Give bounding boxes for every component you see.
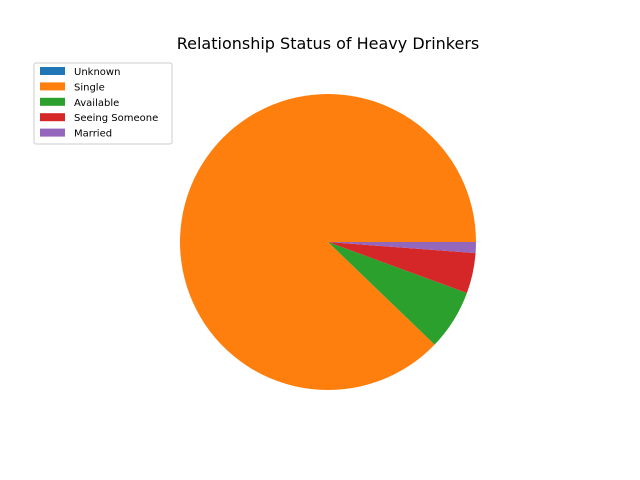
chart-title: Relationship Status of Heavy Drinkers bbox=[177, 34, 480, 53]
pie-slice-married bbox=[328, 242, 476, 254]
legend-label-available: Available bbox=[74, 98, 119, 109]
legend: Unknown Single Available Seeing Someone Marr… bbox=[33, 62, 173, 145]
legend-label-married: Married bbox=[74, 129, 112, 140]
pie-slice-single bbox=[180, 94, 476, 391]
legend-swatch-available bbox=[40, 97, 65, 106]
pie-slice-available bbox=[328, 242, 467, 345]
legend-label-seeing-someone: Seeing Someone bbox=[74, 113, 158, 124]
legend-swatch-married bbox=[40, 128, 65, 137]
legend-label-unknown: Unknown bbox=[74, 67, 120, 78]
legend-swatch-unknown bbox=[40, 67, 65, 75]
legend-swatch-single bbox=[40, 82, 65, 91]
legend-entries: Unknown Single Available Seeing Someone Marr… bbox=[40, 67, 158, 140]
pie-slice-seeing-someone bbox=[328, 242, 476, 294]
legend-swatch-seeing-someone bbox=[40, 113, 65, 122]
legend-label-single: Single bbox=[74, 82, 105, 93]
legend-frame bbox=[33, 62, 173, 145]
pie-slices bbox=[180, 94, 476, 391]
